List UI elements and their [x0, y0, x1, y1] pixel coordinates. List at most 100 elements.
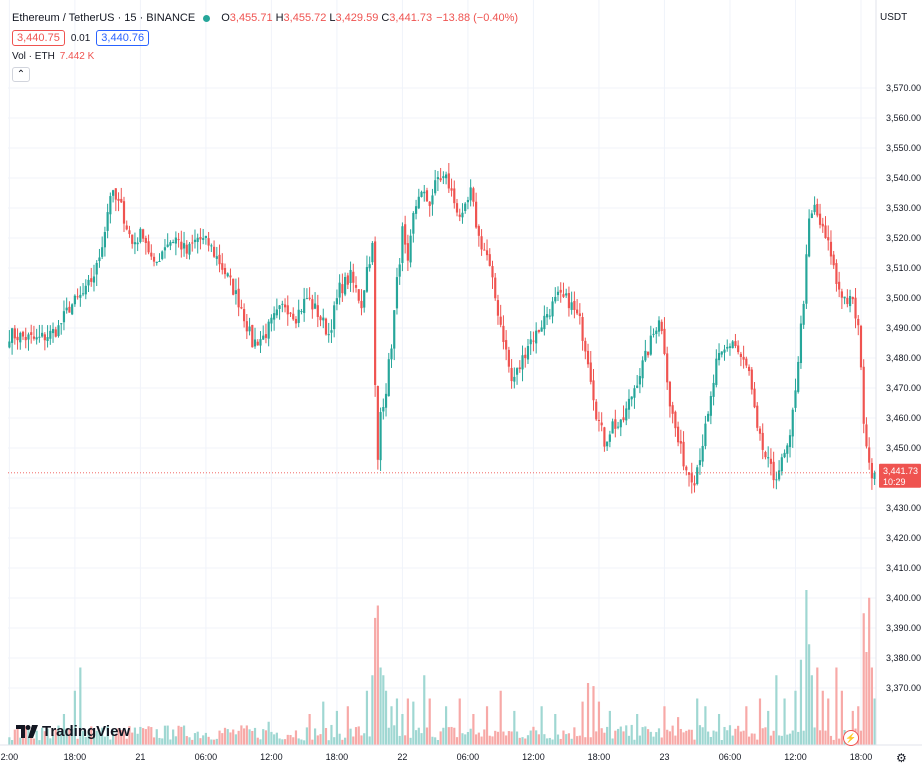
candle-body: [87, 279, 90, 286]
volume-bar: [646, 729, 650, 745]
candle-body: [346, 275, 349, 285]
volume-bar: [802, 730, 805, 745]
volume-bar: [363, 733, 366, 745]
volume-bar: [278, 738, 281, 745]
volume-bar: [606, 726, 609, 745]
volume-bar: [715, 731, 718, 745]
volume-bar: [616, 728, 620, 745]
lightning-icon[interactable]: ⚡: [843, 730, 859, 746]
symbol-title[interactable]: Ethereum / TetherUS · 15 · BINANCE: [12, 12, 196, 24]
candle-body: [783, 452, 786, 458]
volume-bar: [57, 725, 60, 745]
candle-body: [35, 337, 38, 340]
candle-body: [674, 411, 677, 429]
volume-bar: [832, 739, 835, 745]
price-tick-label: 3,380.00: [886, 653, 921, 663]
volume-bar: [223, 727, 227, 745]
bid-ask-row: 3,440.75 0.01 3,440.76: [12, 30, 150, 46]
volume-bar: [862, 613, 865, 745]
sell-button[interactable]: 3,440.75: [12, 30, 65, 46]
symbol-legend: Ethereum / TetherUS · 15 · BINANCE O 3,45…: [12, 12, 518, 24]
volume-bar: [731, 735, 734, 745]
volume-bar: [690, 729, 693, 745]
volume-bar: [783, 698, 786, 745]
volume-bar: [128, 726, 131, 745]
volume-bar: [775, 675, 778, 745]
candle-body: [745, 358, 748, 366]
candle-body: [101, 247, 104, 257]
candle-body: [873, 472, 876, 479]
volume-bar: [38, 740, 41, 745]
collapse-legend-button[interactable]: ⌃: [12, 67, 30, 82]
candle-body: [496, 300, 500, 316]
candle-body: [256, 341, 259, 346]
volume-bar: [548, 737, 551, 745]
volume-bar: [212, 739, 216, 745]
candle-body: [652, 333, 655, 335]
candle-body: [505, 340, 508, 350]
volume-bar: [720, 739, 723, 745]
candle-body: [778, 470, 781, 480]
legend-toggle-row: ⌃: [12, 67, 30, 82]
tradingview-logo[interactable]: TradingView: [16, 723, 130, 740]
candle-body: [420, 191, 423, 197]
candle-body: [747, 366, 751, 372]
candle-body: [142, 229, 145, 239]
candle-body: [54, 329, 57, 337]
candle-body: [384, 393, 388, 408]
volume-bar: [51, 735, 55, 745]
candle-body: [275, 309, 278, 316]
candle-body: [728, 346, 732, 348]
last-price-countdown: 10:29: [883, 477, 906, 487]
volume-bar: [404, 735, 407, 745]
candle-body: [723, 349, 726, 353]
candle-body: [483, 249, 486, 251]
candle-body: [537, 329, 540, 332]
volume-bar: [589, 737, 592, 745]
buy-button[interactable]: 3,440.76: [96, 30, 150, 46]
settings-icon[interactable]: ⚙: [896, 751, 907, 765]
volume-bar: [275, 732, 278, 745]
candle-body: [797, 361, 800, 392]
candle-body: [333, 305, 336, 330]
candle-body: [103, 232, 106, 248]
volume-bar: [341, 739, 344, 745]
candle-body: [21, 331, 25, 337]
candle-body: [780, 457, 783, 472]
volume-bar: [810, 675, 813, 745]
volume-bar: [283, 739, 287, 745]
candle-body: [95, 262, 98, 275]
volume-bar: [829, 735, 833, 745]
volume-bar: [570, 738, 573, 745]
candle-body: [704, 423, 707, 447]
candle-body: [155, 261, 158, 264]
volume-bar: [488, 735, 491, 745]
volume-bar: [436, 739, 439, 745]
volume-bar: [614, 730, 617, 745]
currency-button[interactable]: USDT: [880, 12, 908, 23]
candle-body: [518, 367, 521, 370]
volume-bar: [365, 690, 369, 745]
volume-bar: [120, 730, 123, 745]
candle-body: [535, 330, 538, 344]
volume-label[interactable]: Vol · ETH: [12, 51, 55, 62]
volume-legend: Vol · ETH 7.442 K: [12, 51, 94, 62]
volume-bar: [41, 727, 44, 745]
volume-bar: [210, 739, 213, 745]
volume-bar: [35, 730, 38, 745]
volume-bar: [32, 738, 36, 745]
volume-bar: [234, 734, 238, 745]
volume-bar: [739, 731, 742, 745]
volume-bar: [237, 730, 240, 745]
volume-bar: [131, 732, 134, 745]
volume-bar: [750, 733, 753, 745]
candle-body: [226, 273, 229, 277]
volume-bar: [545, 738, 549, 745]
volume-bar: [368, 736, 371, 745]
volume-bar: [357, 726, 360, 745]
high-value: 3,455.72: [283, 12, 327, 24]
candle-body: [644, 350, 647, 361]
volume-bar: [704, 706, 707, 745]
candle-body: [51, 329, 55, 334]
